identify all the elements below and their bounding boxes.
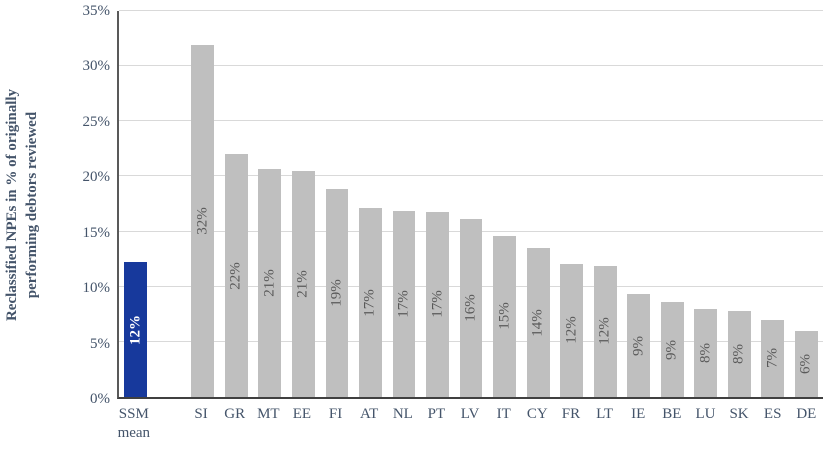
bar-slot: 7% <box>756 11 790 397</box>
plot-area: 12% 32% 22% 21% 21% 19% 17% 17% 17% 16% 15% 14% 12% 1… <box>117 10 823 399</box>
y-tick-label: 30% <box>82 58 111 75</box>
x-tick-label: LT <box>596 406 614 422</box>
y-tick-label: 0% <box>90 391 110 407</box>
bar-fr: 12% <box>560 263 584 397</box>
bar-slot: 15% <box>488 11 522 397</box>
bar-value-label: 7% <box>764 348 781 369</box>
bar-slot: 12% <box>588 11 622 397</box>
bar-value-label: 19% <box>328 279 345 307</box>
x-tick-label: SI <box>194 406 208 422</box>
bar-ssm-mean: 12% <box>124 262 148 397</box>
bar-at: 17% <box>359 208 382 397</box>
gridline <box>119 10 823 11</box>
bar-slot: 22% <box>220 11 254 397</box>
bar-slot: 9% <box>656 11 690 397</box>
bar-nl: 17% <box>392 210 416 397</box>
bar-slot: 8% <box>689 11 723 397</box>
y-axis-ticks: 0% 5% 10% 15% 20% 25% 30% 35% <box>0 3 111 407</box>
bar-slot: 32% <box>186 11 220 397</box>
bar-value-label: 21% <box>261 269 278 297</box>
gridline <box>119 65 823 67</box>
bar-lu: 8% <box>694 308 718 397</box>
x-tick-label: PT <box>427 406 446 422</box>
bar-slot: 8% <box>723 11 757 397</box>
bar-slot: 17% <box>421 11 455 397</box>
y-tick-label: 5% <box>90 335 110 352</box>
bar-slot: 17% <box>387 11 421 397</box>
bar-slot: 14% <box>521 11 555 397</box>
bar-value-label: 12% <box>127 314 144 345</box>
x-tick-label: IE <box>631 406 646 422</box>
y-tick-label: 35% <box>82 3 111 19</box>
bar-it: 15% <box>493 235 516 397</box>
bar-value-label: 16% <box>462 294 479 322</box>
bar-ie: 9% <box>627 294 651 397</box>
bar-slot: 19% <box>320 11 354 397</box>
x-tick-label: GR <box>224 406 246 422</box>
bar-pt: 17% <box>426 211 449 397</box>
bar-value-label: 12% <box>596 317 613 346</box>
bar-slot: 21% <box>253 11 287 397</box>
x-tick-label: SSM mean <box>117 406 151 441</box>
gridline <box>119 175 823 177</box>
bar-value-label: 8% <box>697 342 714 363</box>
bar-value-label: 9% <box>663 339 680 360</box>
bar-mt: 21% <box>258 168 282 397</box>
bar-slot: 12% <box>119 11 153 397</box>
bar-slot: 9% <box>622 11 656 397</box>
x-tick-label: FR <box>561 406 581 422</box>
bar-slot: 6% <box>790 11 824 397</box>
bar-value-label: 17% <box>361 288 378 317</box>
bar-es: 7% <box>761 319 785 397</box>
bar-value-label: 14% <box>529 308 546 337</box>
bar-slot: 21% <box>287 11 321 397</box>
x-tick-label: AT <box>360 406 379 422</box>
bar-value-label: 17% <box>429 290 446 319</box>
x-tick-label: NL <box>392 406 413 422</box>
x-tick-label: ES <box>763 406 782 422</box>
bar-gr: 22% <box>224 154 248 397</box>
bar-slot-spacer <box>153 11 187 397</box>
y-tick-label: 15% <box>82 224 111 241</box>
bar-value-label: 22% <box>227 261 244 290</box>
x-tick-label: SK <box>729 406 749 422</box>
y-tick-label: 20% <box>82 169 111 186</box>
bar-value-label: 6% <box>797 353 814 374</box>
bar-value-label: 9% <box>630 335 647 356</box>
bar-value-label: 8% <box>730 343 747 364</box>
bar-lt: 12% <box>593 265 617 397</box>
x-tick-label: CY <box>526 406 548 422</box>
bar-slot: 16% <box>454 11 488 397</box>
bar-lv: 16% <box>459 219 483 397</box>
bar-fi: 19% <box>325 188 349 397</box>
bar-be: 9% <box>660 302 684 397</box>
x-tick-label: IT <box>496 406 511 422</box>
y-tick-label: 25% <box>82 113 111 130</box>
bars-row: 12% 32% 22% 21% 21% 19% 17% 17% 17% 16% 15% 14% 12% 1… <box>119 11 823 397</box>
x-tick-label: FI <box>328 406 343 422</box>
bar-value-label: 17% <box>395 290 412 318</box>
x-tick-label: BE <box>662 406 682 422</box>
bar-slot: 17% <box>354 11 388 397</box>
bar-cy: 14% <box>526 248 550 397</box>
x-tick-label: LU <box>695 406 716 422</box>
bar-sk: 8% <box>727 310 751 397</box>
bar-value-label: 12% <box>563 316 580 345</box>
bar-value-label: 32% <box>194 207 211 235</box>
bar-de: 6% <box>794 330 818 397</box>
x-tick-label: EE <box>292 406 312 422</box>
gridline <box>119 120 823 122</box>
x-tick-label: LV <box>460 406 480 422</box>
x-axis-labels: SSM mean SI GR MT EE FI AT NL PT LV IT CY FR LT IE BE LU… <box>117 405 823 443</box>
bar-si: 32% <box>191 45 215 397</box>
x-tick-label: MT <box>257 406 280 422</box>
bar-ee: 21% <box>292 170 315 397</box>
x-tick-label: DE <box>796 406 817 422</box>
y-tick-label: 10% <box>82 280 111 297</box>
bar-value-label: 21% <box>294 270 311 298</box>
bar-value-label: 15% <box>496 302 513 331</box>
bar-slot: 12% <box>555 11 589 397</box>
